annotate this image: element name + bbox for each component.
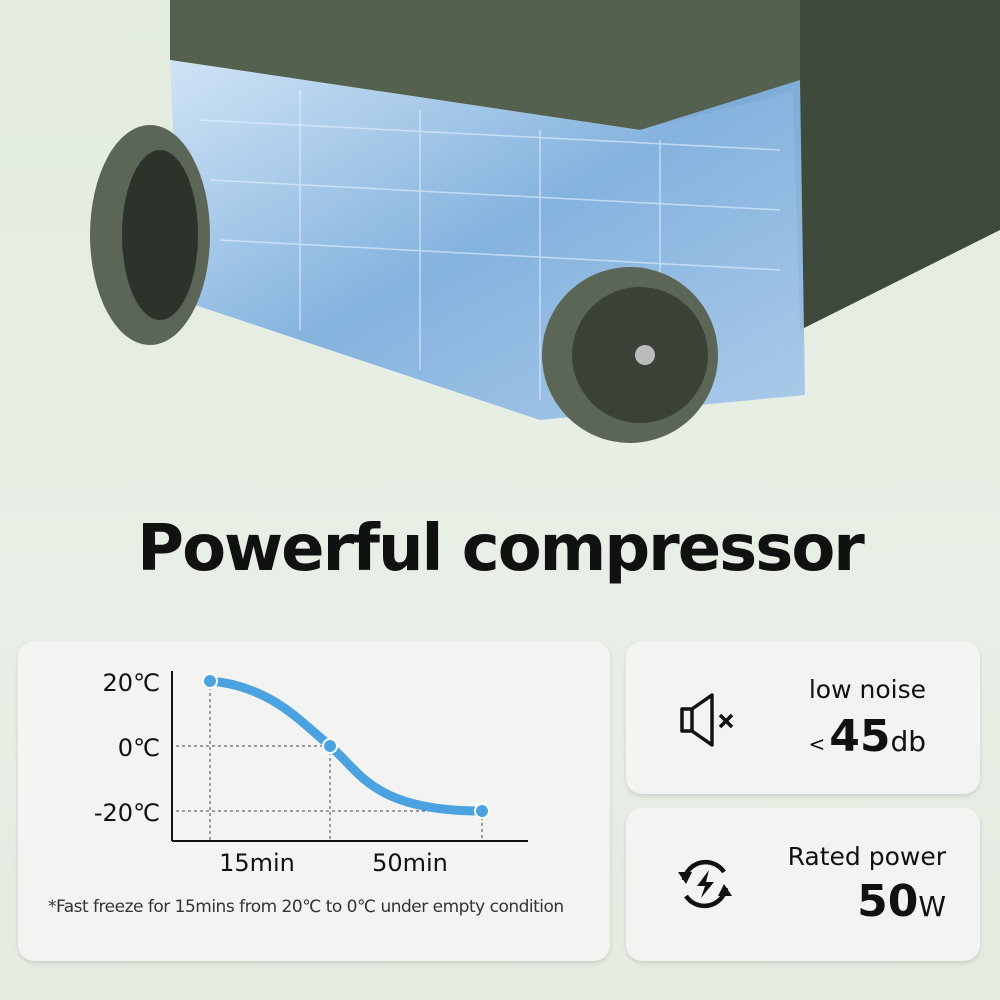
power-unit: W [918, 890, 946, 923]
x-tick-label: 50min [372, 849, 448, 877]
cooler-product-image [90, 0, 1000, 443]
y-tick-label: 20℃ [103, 669, 161, 697]
y-tick-label: -20℃ [94, 799, 160, 827]
power-value: 50W [857, 876, 946, 927]
freeze-curve-chart: 20℃ 0℃ -20℃ 15min 50min [94, 669, 528, 877]
y-tick-label: 0℃ [118, 734, 160, 762]
noise-label: low noise [808, 675, 926, 704]
rated-power-card: Rated power 50W [626, 808, 980, 961]
data-point [202, 673, 218, 689]
power-number: 50 [857, 876, 919, 927]
footnote: *Fast freeze for 15mins from 20℃ to 0℃ u… [48, 897, 564, 917]
data-point [474, 803, 490, 819]
noise-unit: db [890, 725, 926, 758]
headline: Powerful compressor [137, 512, 865, 586]
right-wheel [542, 267, 718, 443]
noise-value: <45db [808, 711, 926, 762]
noise-number: 45 [829, 711, 891, 762]
freeze-chart-card: 20℃ 0℃ -20℃ 15min 50min *Fast freeze for 15m… [18, 641, 610, 961]
x-tick-label: 15min [219, 849, 295, 877]
power-label: Rated power [787, 842, 946, 871]
refresh-bolt-icon [678, 859, 732, 909]
speaker-mute-icon [680, 693, 734, 747]
data-point [322, 738, 338, 754]
low-noise-card: low noise <45db [626, 641, 980, 794]
noise-prefix: < [808, 732, 826, 756]
left-wheel [90, 125, 210, 345]
